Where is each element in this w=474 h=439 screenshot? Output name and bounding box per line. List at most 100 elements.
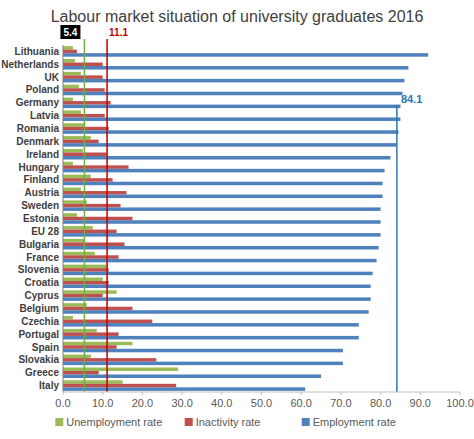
reference-line	[396, 105, 398, 392]
bar	[63, 191, 127, 195]
bar	[63, 213, 77, 217]
category-label: Slovenia	[18, 264, 60, 275]
bar	[63, 165, 129, 169]
bar	[63, 230, 117, 234]
tick	[221, 392, 222, 395]
tick-label: 80.0	[370, 397, 391, 409]
category-label: Estonia	[23, 213, 60, 224]
bar	[63, 345, 117, 349]
bar	[63, 349, 343, 353]
category-label: UK	[45, 72, 60, 83]
bar	[63, 281, 109, 285]
category-label: Romania	[17, 123, 60, 134]
category-label: Poland	[26, 84, 59, 95]
bar	[63, 136, 91, 140]
bars	[63, 46, 428, 391]
bar	[63, 66, 408, 70]
bar	[63, 53, 428, 57]
category-label: Denmark	[16, 136, 59, 147]
tick-label: 70.0	[330, 397, 351, 409]
tick-label: 60.0	[290, 397, 311, 409]
bar	[63, 384, 176, 388]
reference-label: 11.1	[109, 27, 128, 38]
chart: Labour market situation of university gr…	[0, 0, 474, 439]
category-label: Netherlands	[1, 59, 59, 70]
y-axis	[63, 45, 64, 392]
bar	[63, 63, 103, 67]
bar	[63, 342, 132, 346]
tick-label: 50.0	[251, 397, 272, 409]
bar	[63, 204, 121, 208]
bar	[63, 297, 371, 301]
bar	[63, 59, 75, 63]
bar	[63, 140, 99, 144]
bar	[63, 268, 109, 272]
bar	[63, 143, 396, 147]
reference-label: 5.4	[63, 27, 77, 38]
reference-line	[84, 39, 86, 392]
legend-label: Employment rate	[313, 416, 396, 428]
bar	[63, 188, 81, 192]
bar	[63, 130, 398, 134]
bar	[63, 85, 79, 89]
bar	[63, 380, 123, 384]
category-label: Sweden	[21, 200, 59, 211]
category-label: Croatia	[25, 277, 60, 288]
category-label: Bulgaria	[19, 239, 59, 250]
tick-label: 20.0	[132, 397, 153, 409]
bar	[63, 178, 113, 182]
tick	[261, 392, 262, 395]
bar	[63, 98, 73, 102]
bar	[63, 217, 132, 221]
category-label: Czechia	[21, 316, 59, 327]
tick	[380, 392, 381, 395]
tick-label: 0.0	[55, 397, 70, 409]
bar	[63, 316, 73, 320]
tick-label: 10.0	[92, 397, 113, 409]
category-label: Hungary	[18, 162, 59, 173]
bar	[63, 294, 103, 298]
legend-swatch	[55, 418, 63, 426]
bar	[63, 110, 81, 114]
bar	[63, 79, 404, 83]
bar	[63, 290, 117, 294]
bar	[63, 92, 402, 96]
bar	[63, 101, 111, 105]
reference-label: 84.1	[401, 93, 422, 105]
legend: Unemployment rateInactivity rateEmployme…	[55, 416, 396, 428]
legend-label: Unemployment rate	[66, 416, 162, 428]
category-label: Germany	[16, 97, 60, 108]
bar	[63, 175, 91, 179]
reference-line	[106, 39, 108, 392]
bar	[63, 105, 400, 109]
category-label: Latvia	[30, 110, 59, 121]
bar	[63, 358, 156, 362]
bar	[63, 127, 109, 131]
tick	[460, 392, 461, 395]
bar	[63, 123, 85, 127]
tick	[142, 392, 143, 395]
category-label: Spain	[32, 342, 59, 353]
bar	[63, 72, 81, 76]
bar	[63, 246, 379, 250]
bar	[63, 46, 73, 50]
bar	[63, 252, 95, 256]
bar	[63, 50, 77, 54]
bar	[63, 355, 91, 359]
category-label: Portugal	[18, 329, 59, 340]
reference-label-box	[60, 25, 80, 39]
tick	[420, 392, 421, 395]
legend-swatch	[302, 418, 310, 426]
bar	[63, 162, 73, 166]
tick	[301, 392, 302, 395]
bar	[63, 310, 369, 314]
category-label: Austria	[25, 187, 60, 198]
bar	[63, 149, 83, 153]
bar	[63, 277, 103, 281]
bar	[63, 367, 178, 371]
category-label: Ireland	[26, 149, 59, 160]
category-label: Finland	[23, 174, 59, 185]
bar	[63, 117, 400, 121]
bar	[63, 387, 305, 391]
bar	[63, 233, 381, 237]
